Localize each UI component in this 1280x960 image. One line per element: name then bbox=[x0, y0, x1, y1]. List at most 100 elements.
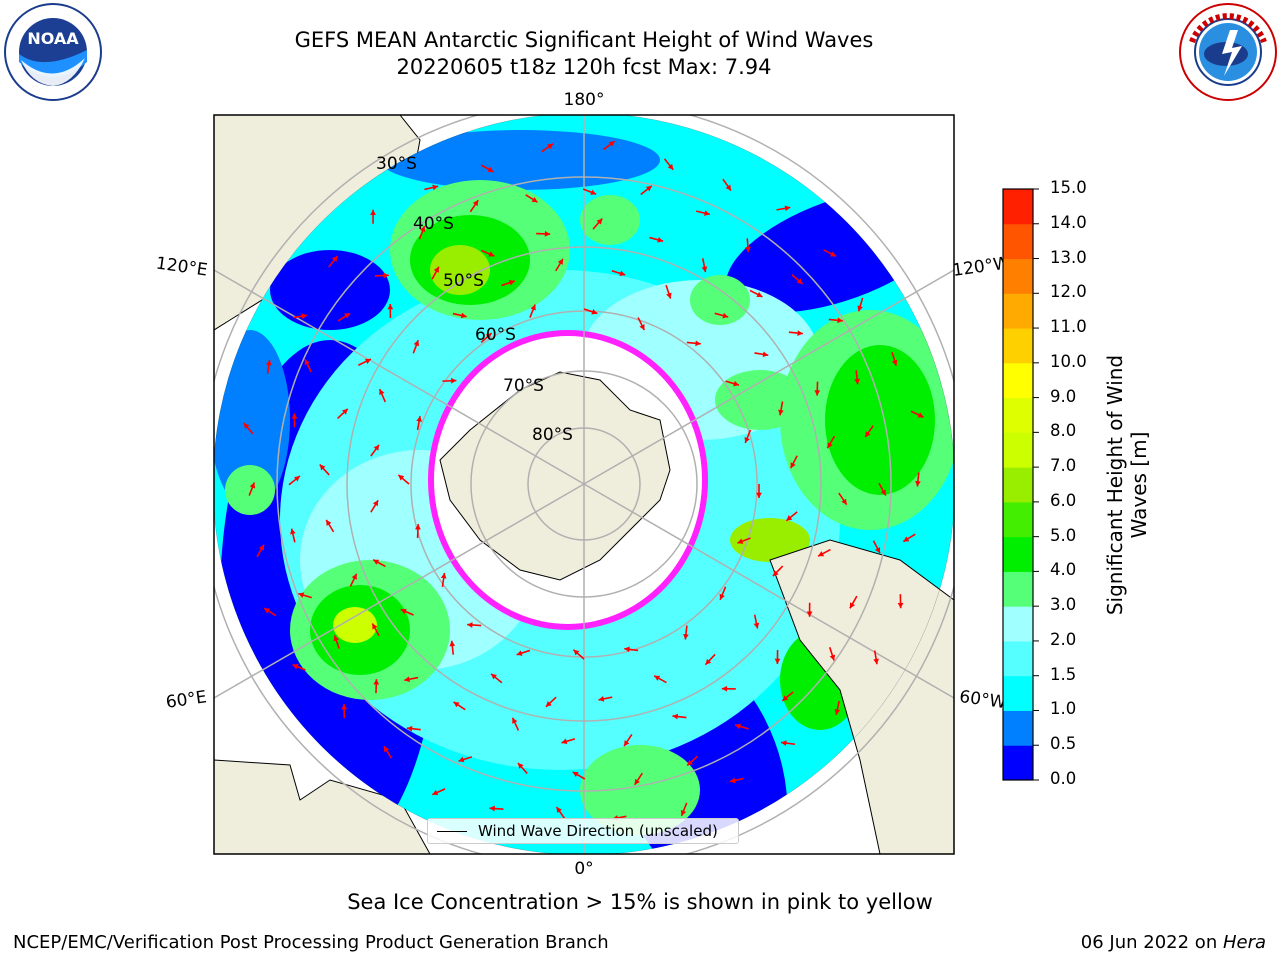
wave-arrow-head bbox=[774, 658, 781, 664]
wave-arrow-head bbox=[416, 416, 422, 422]
colorbar-tick-label: 13.0 bbox=[1050, 247, 1087, 267]
colorbar-segment bbox=[1003, 258, 1033, 294]
lat-label-60s: 60°S bbox=[475, 325, 516, 345]
footer-credit: NCEP/EMC/Verification Post Processing Pr… bbox=[13, 932, 609, 953]
wave-arrow-head bbox=[301, 313, 308, 320]
footer-date: 06 Jun 2022 on Hera bbox=[1081, 932, 1266, 953]
graticule bbox=[214, 115, 954, 854]
wave-arrow-head bbox=[266, 359, 272, 366]
wave-arrow-head bbox=[449, 640, 456, 647]
colorbar-tick-label: 1.0 bbox=[1050, 699, 1077, 719]
lon-label-120e: 120°E bbox=[155, 254, 209, 281]
wave-arrow-head bbox=[489, 805, 495, 812]
wave-arrow-head bbox=[857, 305, 863, 312]
wave-arrow-head bbox=[258, 544, 264, 551]
wave-arrow-head bbox=[874, 547, 881, 554]
colorbar-segment bbox=[1003, 293, 1033, 329]
colorbar-tick-label: 14.0 bbox=[1050, 212, 1087, 232]
lat-label-80s: 80°S bbox=[532, 425, 573, 445]
wave-arrow-head bbox=[786, 515, 793, 521]
wave-arrow-head bbox=[458, 756, 465, 763]
colorbar-tick-label: 3.0 bbox=[1050, 595, 1077, 615]
wave-arrow-head bbox=[645, 185, 652, 192]
wave-arrow-head bbox=[827, 442, 833, 449]
wave-arrow-head bbox=[796, 278, 803, 285]
wave-arrow-head bbox=[561, 738, 568, 745]
wave-arrow-head bbox=[778, 409, 784, 416]
wave-arrow-head bbox=[373, 559, 380, 565]
wave-arrow-head bbox=[917, 412, 924, 418]
wave-arrow-head bbox=[772, 570, 779, 577]
wave-arrow-head bbox=[590, 189, 597, 195]
chart-title: GEFS MEAN Antarctic Significant Height o… bbox=[294, 28, 874, 52]
wave-arrow-head bbox=[487, 166, 494, 172]
wave-arrow-head bbox=[797, 330, 803, 336]
wave-arrow-head bbox=[608, 141, 615, 147]
wave-arrow-head bbox=[818, 551, 825, 557]
lon-label-0: 0° bbox=[574, 859, 593, 879]
wave-arrow-head bbox=[873, 658, 879, 665]
wave-arrow-head bbox=[704, 210, 710, 216]
colorbar-tick-label: 4.0 bbox=[1050, 560, 1077, 580]
wave-arrow-head bbox=[383, 746, 390, 753]
wave-arrow-head bbox=[880, 489, 886, 496]
wave-arrow-head bbox=[415, 524, 421, 530]
wave-arrow-head bbox=[729, 777, 736, 784]
wave-arrow-head bbox=[591, 309, 598, 315]
lon-label-60w: 60°W bbox=[958, 687, 1007, 713]
wave-arrow-head bbox=[467, 622, 473, 628]
wave-arrow-head bbox=[433, 266, 439, 273]
wave-arrow-head bbox=[753, 622, 760, 629]
colorbar-segment bbox=[1003, 467, 1033, 503]
wave-arrow-head bbox=[491, 673, 497, 680]
noaa-logo: NOAA bbox=[4, 3, 102, 101]
wave-arrow-head bbox=[488, 251, 495, 257]
wave-arrow-head bbox=[721, 685, 728, 692]
colorbar-segment bbox=[1003, 640, 1033, 677]
wave-arrow-head bbox=[508, 279, 515, 286]
colorbar-tick-label: 9.0 bbox=[1050, 386, 1077, 406]
colorbar-title: Significant Height of Wind Waves [m] bbox=[1103, 354, 1151, 616]
colorbar-tick-label: 6.0 bbox=[1050, 490, 1077, 510]
legend-line-swatch bbox=[437, 831, 467, 832]
nws-logo bbox=[1179, 3, 1277, 101]
wave-arrow-head bbox=[666, 292, 672, 299]
wave-arrow-head bbox=[292, 664, 299, 670]
wave-arrow-head bbox=[695, 340, 701, 347]
colorbar-segment bbox=[1003, 536, 1033, 572]
wave-arrow-head bbox=[667, 163, 674, 170]
wave-arrow-head bbox=[781, 740, 787, 746]
lon-label-60e: 60°E bbox=[165, 687, 208, 712]
wave-arrow-head bbox=[722, 312, 729, 319]
wave-arrow-head bbox=[762, 351, 769, 358]
wave-arrow-head bbox=[596, 218, 603, 225]
colorbar-segment bbox=[1003, 328, 1033, 364]
colorbar-segment bbox=[1003, 745, 1033, 781]
wave-arrow-head bbox=[849, 602, 856, 609]
wave-arrow-head bbox=[719, 593, 725, 600]
wave-arrow-head bbox=[379, 389, 385, 396]
wave-arrow-head bbox=[865, 431, 871, 438]
colorbar-tick-label: 11.0 bbox=[1050, 317, 1087, 337]
forecast-subtitle: 20220605 t18z 120h fcst Max: 7.94 bbox=[396, 55, 772, 79]
wave-arrow-head bbox=[745, 246, 751, 253]
colorbar bbox=[1003, 188, 1039, 781]
lat-label-40s: 40°S bbox=[413, 214, 454, 234]
wave-arrow-head bbox=[903, 536, 910, 542]
wave-arrow-head bbox=[547, 143, 554, 150]
lat-label-30s: 30°S bbox=[376, 154, 417, 174]
wave-arrow-head bbox=[624, 740, 630, 747]
wave-arrow-head bbox=[680, 809, 687, 816]
wave-arrow-head bbox=[557, 258, 563, 265]
wave-arrow-head bbox=[243, 423, 250, 429]
wave-arrow-head bbox=[294, 476, 300, 482]
wave-arrow-head bbox=[573, 649, 580, 656]
wave-arrow-head bbox=[744, 436, 750, 443]
wave-arrow-head bbox=[687, 759, 693, 766]
map-frame bbox=[213, 114, 955, 855]
wave-arrow-head bbox=[735, 723, 741, 730]
colorbar-segment bbox=[1003, 710, 1033, 746]
footer-host: Hera bbox=[1222, 932, 1266, 953]
wave-arrow-head bbox=[298, 592, 305, 598]
